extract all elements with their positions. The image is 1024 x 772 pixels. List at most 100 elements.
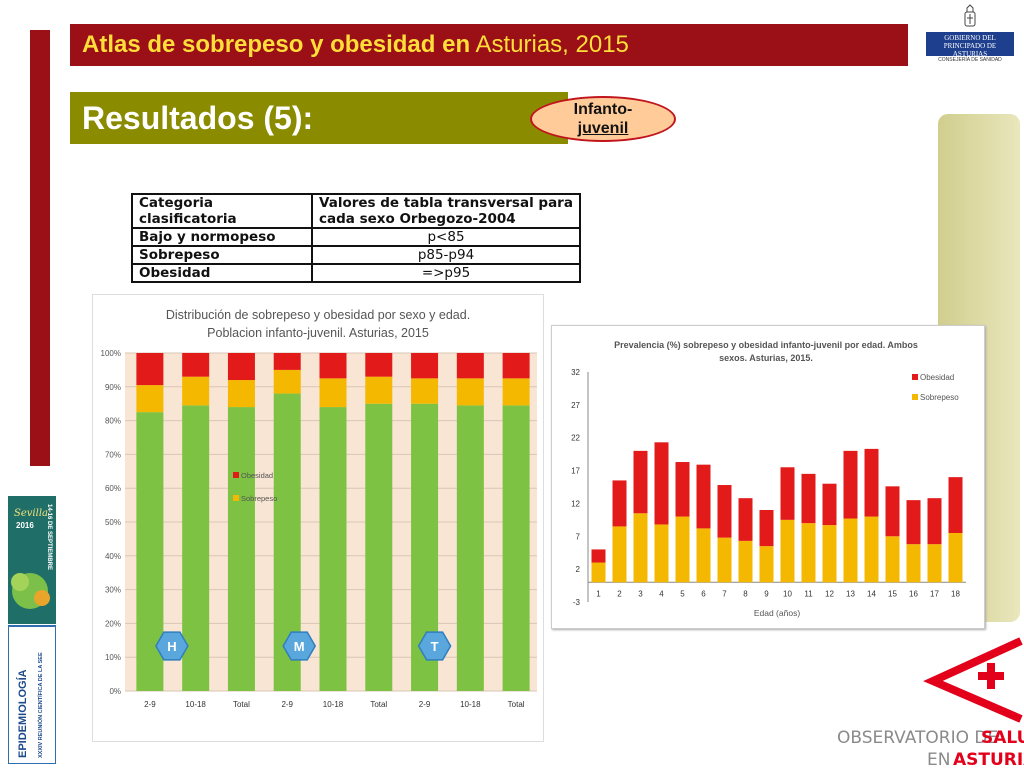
- bar-segment: [717, 537, 732, 583]
- table-row: Bajo y normopeso p<85: [131, 227, 581, 247]
- bar-segment: [927, 544, 942, 583]
- x-tick-label: Total: [370, 700, 387, 709]
- chart-title-line1: Distribución de sobrepeso y obesidad por…: [166, 308, 470, 322]
- bar-segment: [456, 378, 484, 406]
- y-tick-label: 50%: [105, 518, 121, 527]
- gov-logo-line2: PRINCIPADO DE ASTURIAS: [943, 42, 997, 58]
- x-tick-label: 10: [783, 589, 792, 598]
- y-tick-label: 0%: [109, 687, 121, 696]
- y-tick-label: 40%: [105, 552, 121, 561]
- plus-icon-bar: [978, 672, 1004, 680]
- gov-logo: GOBIERNO DEL PRINCIPADO DE ASTURIAS CONS…: [924, 4, 1016, 64]
- bar-segment: [843, 518, 858, 583]
- bar-segment: [885, 536, 900, 583]
- y-tick-label: 27: [571, 401, 580, 410]
- bar-segment: [759, 510, 774, 547]
- bar-segment: [612, 480, 627, 527]
- y-tick-label: 10%: [105, 653, 121, 662]
- x-tick-label: 2-9: [419, 700, 431, 709]
- x-tick-label: 6: [701, 589, 706, 598]
- bar-segment: [411, 378, 439, 404]
- prevalence-chart: Prevalencia (%) sobrepeso y obesidad inf…: [571, 340, 966, 618]
- legend-label: Obesidad: [241, 471, 273, 480]
- observatorio-line1a: OBSERVATORIO DE: [837, 728, 998, 748]
- bar-segment: [633, 513, 648, 583]
- gov-logo-line3: CONSEJERÍA DE SANIDAD: [938, 57, 1002, 63]
- chart-title-line2: sexos. Asturias, 2015.: [719, 353, 813, 363]
- bar-segment: [591, 549, 606, 563]
- bar-segment: [591, 562, 606, 583]
- bar-segment: [654, 442, 669, 525]
- x-tick-label: 8: [743, 589, 748, 598]
- bar-segment: [864, 516, 879, 583]
- bar-segment: [843, 450, 858, 519]
- conference-banner: Sevilla 2016 14-16 DE SEPTIEMBRE EPIDEMI…: [7, 496, 57, 765]
- bar-segment: [738, 498, 753, 541]
- chart-title-line1: Prevalencia (%) sobrepeso y obesidad inf…: [614, 340, 918, 350]
- x-tick-label: 10-18: [460, 700, 481, 709]
- badge-line2: juvenil: [577, 120, 629, 137]
- group-label: M: [294, 639, 305, 654]
- bar-segment: [633, 450, 648, 514]
- bar-segment: [502, 405, 530, 691]
- x-tick-label: 2: [617, 589, 622, 598]
- bar-segment: [801, 523, 816, 583]
- y-tick-label: -3: [573, 598, 581, 607]
- distribution-chart: Distribución de sobrepeso y obesidad por…: [101, 308, 537, 709]
- group-label: T: [431, 639, 439, 654]
- bar-segment: [801, 473, 816, 524]
- banner-dates: 14-16 DE SEPTIEMBRE: [46, 504, 52, 570]
- bar-segment: [319, 378, 347, 408]
- prevalence-chart-panel: Prevalencia (%) sobrepeso y obesidad inf…: [551, 325, 985, 629]
- legend-swatch: [912, 374, 918, 380]
- orange-fruit-icon: [34, 590, 50, 606]
- legend-swatch: [233, 495, 239, 501]
- criteria-category: Sobrepeso: [131, 245, 313, 265]
- bar-segment: [738, 540, 753, 583]
- y-tick-label: 32: [571, 368, 580, 377]
- x-tick-label: 2-9: [281, 700, 293, 709]
- group-hexagon-icon: [155, 631, 189, 661]
- bar-segment: [675, 462, 690, 517]
- x-tick-label: 13: [846, 589, 855, 598]
- criteria-header-values: Valores de tabla transversal para cada s…: [311, 193, 581, 229]
- bar-segment: [696, 464, 711, 529]
- y-tick-label: 60%: [105, 484, 121, 493]
- tree-foliage-icon: [11, 573, 29, 591]
- bar-segment: [864, 448, 879, 517]
- y-tick-label: 70%: [105, 450, 121, 459]
- bar-segment: [182, 353, 210, 377]
- x-tick-label: 3: [638, 589, 643, 598]
- bar-segment: [136, 385, 164, 413]
- bar-segment: [136, 353, 164, 386]
- x-tick-label: 1: [596, 589, 601, 598]
- group-label: H: [167, 639, 176, 654]
- group-hexagon-icon: [417, 631, 452, 661]
- banner-line1: EPIDEMIOLOGÍA: [16, 669, 29, 758]
- bar-segment: [822, 483, 837, 526]
- criteria-value: =>p95: [311, 263, 581, 283]
- x-tick-label: Total: [508, 700, 525, 709]
- bar-segment: [273, 369, 301, 394]
- slide-title-light: Asturias, 2015: [475, 31, 629, 58]
- x-tick-label: 10-18: [185, 700, 206, 709]
- bar-segment: [365, 353, 393, 377]
- slide-title-bold: Atlas de sobrepeso y obesidad en: [82, 31, 471, 58]
- observatorio-line1b: SALUD: [981, 728, 1024, 748]
- bar-segment: [227, 407, 255, 691]
- bar-segment: [927, 498, 942, 545]
- y-tick-label: 22: [571, 434, 580, 443]
- table-row: Sobrepeso p85-p94: [131, 245, 581, 265]
- x-tick-label: 15: [888, 589, 897, 598]
- x-tick-label: Total: [233, 700, 250, 709]
- gov-logo-box: GOBIERNO DEL PRINCIPADO DE ASTURIAS: [926, 32, 1014, 58]
- bar-segment: [502, 378, 530, 406]
- legend-swatch: [233, 472, 239, 478]
- x-tick-label: 9: [764, 589, 769, 598]
- banner-year: 2016: [16, 521, 34, 530]
- distribution-chart-panel: Distribución de sobrepeso y obesidad por…: [92, 294, 544, 742]
- bar-segment: [780, 519, 795, 583]
- criteria-table-header: Categoria clasificatoria Valores de tabl…: [131, 193, 581, 229]
- bar-segment: [612, 526, 627, 583]
- bar-segment: [675, 516, 690, 583]
